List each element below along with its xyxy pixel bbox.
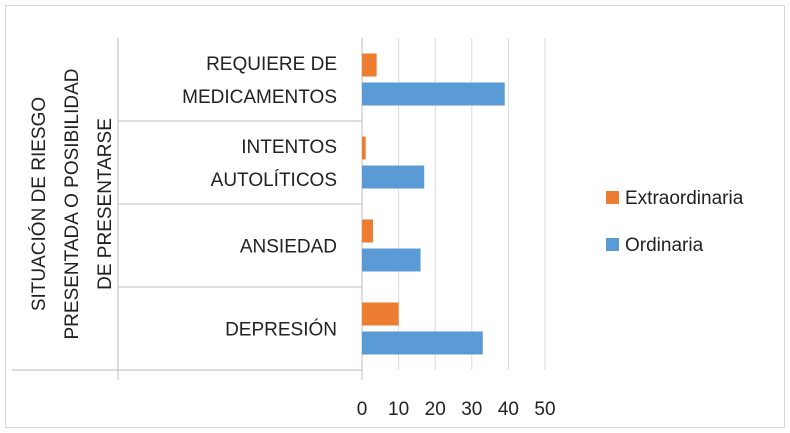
x-tick-label: 20 — [425, 399, 446, 420]
legend-label-extraordinaria: Extraordinaria — [625, 188, 744, 209]
legend-swatch-ordinaria — [606, 238, 619, 251]
legend-swatch-extraordinaria — [606, 191, 619, 204]
x-tick-label: 50 — [534, 399, 555, 420]
labels: DEPRESIÓN ANSIEDAD INTENTOS AUTOLÍTICOS REQU… — [28, 54, 556, 420]
bar-extraordinaria-2 — [362, 136, 366, 160]
legend: Extraordinaria Ordinaria — [606, 188, 744, 256]
bar-extraordinaria-3 — [362, 53, 377, 77]
category-label: INTENTOS — [241, 137, 337, 158]
category-label: REQUIERE DE — [206, 54, 337, 75]
bar-ordinaria-2 — [362, 165, 425, 189]
x-tick-label: 10 — [388, 399, 409, 420]
bar-ordinaria-3 — [362, 82, 505, 106]
bar-ordinaria-1 — [362, 248, 421, 272]
chart-frame — [5, 5, 785, 428]
category-label: MEDICAMENTOS — [182, 87, 337, 108]
bar-extraordinaria-1 — [362, 219, 373, 243]
x-tick-label: 30 — [461, 399, 482, 420]
x-tick-label: 40 — [498, 399, 519, 420]
bar-ordinaria-0 — [362, 331, 483, 355]
y-axis-label: SITUACIÓN DE RIESGO — [28, 97, 50, 311]
y-axis-label: DE PRESENTARSE — [95, 118, 116, 290]
bars — [362, 53, 505, 355]
bar-extraordinaria-0 — [362, 302, 399, 326]
category-label: DEPRESIÓN — [225, 319, 337, 341]
y-axis-label: PRESENTADA O POSIBILIDAD — [62, 68, 83, 339]
category-label: ANSIEDAD — [240, 237, 337, 258]
x-tick-label: 0 — [357, 399, 368, 420]
legend-label-ordinaria: Ordinaria — [625, 235, 704, 256]
category-label: AUTOLÍTICOS — [211, 170, 337, 191]
